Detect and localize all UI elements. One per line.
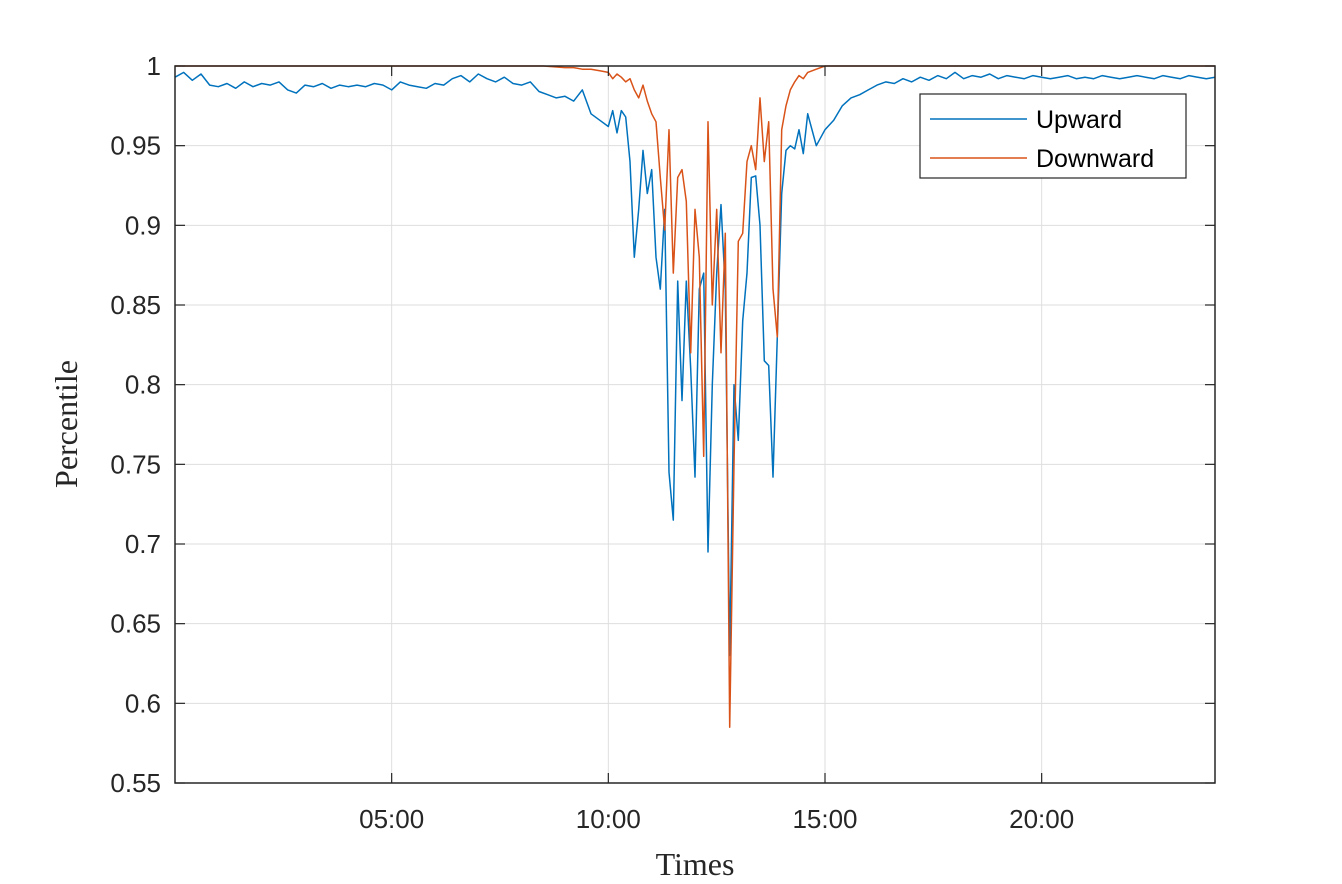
y-tick-label: 1	[147, 51, 161, 81]
x-tick-label: 15:00	[792, 804, 857, 834]
y-tick-label: 0.8	[125, 370, 161, 400]
legend-label-upward: Upward	[1036, 106, 1122, 134]
series-line-downward	[175, 65, 1215, 728]
legend-label-downward: Downward	[1036, 145, 1154, 173]
y-tick-label: 0.65	[110, 609, 161, 639]
plot-frame	[174, 65, 1216, 784]
series-lines	[174, 65, 1216, 728]
grid-lines	[175, 66, 1215, 783]
x-tick-label: 10:00	[576, 804, 641, 834]
x-tick-label: 05:00	[359, 804, 424, 834]
y-tick-labels: 0.55 0.6 0.65 0.7 0.75 0.8 0.85 0.9 0.95 1	[110, 51, 161, 798]
y-tick-label: 0.75	[110, 449, 161, 479]
y-tick-label: 0.6	[125, 688, 161, 718]
y-tick-label: 0.7	[125, 529, 161, 559]
series-line-upward	[174, 71, 1216, 657]
x-tick-labels: 05:00 10:00 15:00 20:00	[359, 804, 1074, 834]
x-axis-title: Times	[656, 846, 735, 882]
y-tick-label: 0.85	[110, 290, 161, 320]
x-tick-label: 20:00	[1009, 804, 1074, 834]
y-tick-label: 0.9	[125, 210, 161, 240]
legend: Upward Downward	[919, 93, 1187, 179]
y-axis-title: Percentile	[48, 360, 84, 488]
legend-box	[919, 93, 1187, 179]
axis-ticks	[175, 65, 1215, 784]
y-tick-label: 0.95	[110, 131, 161, 161]
y-tick-label: 0.55	[110, 768, 161, 798]
